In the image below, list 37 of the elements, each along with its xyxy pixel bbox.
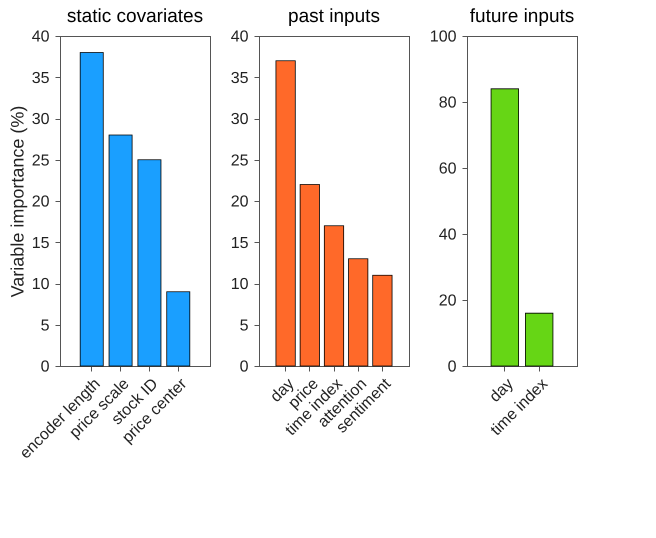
y-tick-label: 25 (230, 152, 249, 170)
chart-title: future inputs (470, 6, 574, 27)
y-tick-label: 30 (230, 111, 249, 128)
bar (300, 184, 320, 366)
y-tick-label: 30 (32, 111, 50, 128)
y-tick-label: 100 (430, 28, 457, 46)
y-tick-label: 0 (240, 358, 249, 376)
bar (276, 60, 296, 366)
bar (348, 258, 368, 366)
y-tick-label: 20 (438, 292, 457, 310)
bar (108, 134, 133, 366)
y-tick-label: 35 (230, 70, 249, 87)
y-tick-label: 60 (438, 160, 457, 178)
y-tick-label: 5 (40, 317, 50, 334)
y-axis-title: Variable importance (%) (8, 106, 28, 298)
y-tick-label: 15 (230, 234, 249, 252)
y-tick-label: 10 (32, 276, 50, 293)
y-tick-label: 40 (438, 226, 457, 244)
y-tick-label: 0 (40, 358, 50, 376)
y-tick-label: 35 (32, 70, 50, 87)
bar (137, 159, 162, 366)
y-tick-label: 20 (32, 194, 50, 210)
bar (166, 291, 190, 366)
bar (324, 225, 344, 366)
y-tick-label: 80 (438, 94, 457, 112)
y-tick-label: 0 (448, 358, 457, 376)
chart-title: static covariates (66, 6, 204, 27)
y-tick-label: 40 (32, 28, 50, 46)
y-tick-label: 15 (32, 234, 50, 252)
y-tick-label: 20 (230, 194, 249, 210)
y-tick-label: 25 (32, 152, 50, 170)
y-tick-label: 10 (230, 276, 249, 293)
y-tick-label: 40 (230, 28, 249, 46)
bar (80, 52, 104, 366)
y-tick-label: 5 (240, 317, 249, 334)
bar (372, 274, 392, 366)
chart-title: past inputs (288, 6, 380, 27)
